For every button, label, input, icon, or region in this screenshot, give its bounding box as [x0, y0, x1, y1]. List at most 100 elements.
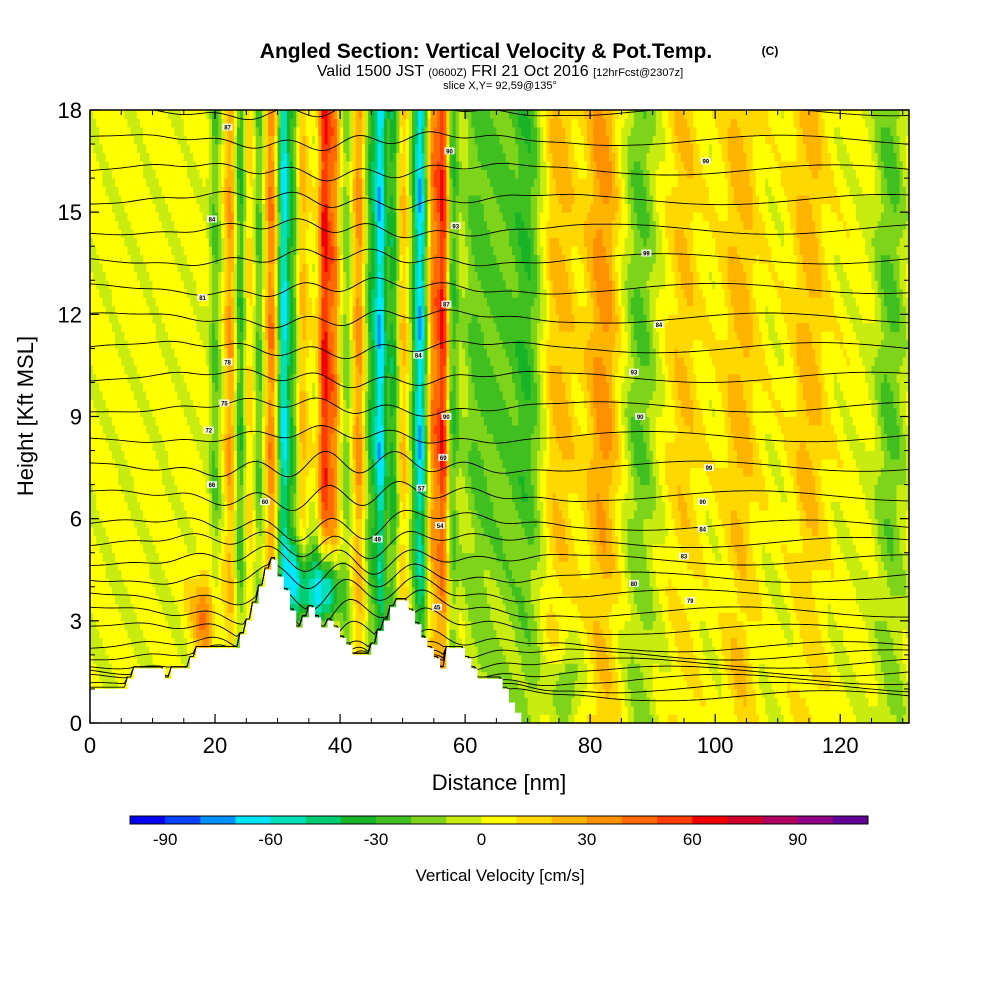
- field-cell: [646, 280, 650, 290]
- field-cell: [815, 425, 819, 503]
- field-cell: [618, 178, 622, 230]
- field-cell: [449, 433, 454, 579]
- field-cell: [418, 510, 422, 537]
- field-cell: [793, 161, 797, 256]
- field-cell: [330, 544, 335, 554]
- field-cell: [646, 152, 650, 170]
- field-cell: [740, 578, 744, 613]
- field-cell: [421, 544, 425, 596]
- field-cell: [90, 110, 94, 145]
- field-cell: [549, 118, 554, 153]
- field-cell: [640, 620, 644, 673]
- field-cell: [905, 135, 909, 170]
- field-cell: [780, 186, 785, 222]
- field-cell: [299, 314, 303, 392]
- field-cell: [324, 331, 328, 400]
- field-cell: [190, 578, 194, 596]
- field-cell: [880, 254, 885, 290]
- field-cell: [787, 339, 791, 417]
- field-cell: [846, 697, 851, 723]
- field-cell: [521, 671, 525, 690]
- field-cell: [230, 212, 235, 230]
- field-cell: [824, 331, 829, 392]
- field-cell: [896, 169, 901, 205]
- field-cell: [883, 254, 888, 307]
- field-cell: [837, 195, 841, 222]
- colorbar-swatch: [727, 816, 763, 824]
- field-cell: [674, 425, 679, 434]
- field-cell: [286, 365, 291, 400]
- field-cell: [790, 595, 794, 630]
- field-cell: [865, 195, 869, 256]
- field-cell: [633, 110, 638, 162]
- field-cell: [890, 203, 894, 264]
- field-cell: [352, 178, 357, 213]
- field-cell: [630, 518, 635, 588]
- field-cell: [168, 467, 172, 503]
- isentrope-line: [90, 13, 909, 32]
- field-cell: [411, 263, 416, 341]
- field-cell: [324, 510, 328, 528]
- field-cell: [411, 212, 416, 264]
- contour-label-bg: [628, 368, 639, 376]
- field-cell: [433, 425, 438, 434]
- field-cell: [752, 135, 757, 170]
- field-cell: [455, 161, 460, 196]
- field-cell: [605, 578, 610, 656]
- field-cell: [502, 399, 507, 468]
- field-cell: [730, 186, 735, 247]
- field-cell: [852, 297, 857, 332]
- field-cell: [355, 297, 360, 366]
- field-cell: [837, 339, 841, 383]
- field-cell: [571, 314, 575, 332]
- field-cell: [493, 110, 497, 128]
- y-tick-label: 6: [70, 507, 82, 532]
- field-cell: [286, 237, 291, 281]
- field-cell: [308, 339, 313, 426]
- field-cell: [512, 382, 516, 426]
- field-cell: [780, 552, 785, 596]
- field-cell: [683, 501, 688, 528]
- field-cell: [902, 110, 907, 188]
- field-cell: [818, 169, 822, 264]
- field-cell: [152, 322, 157, 417]
- field-cell: [637, 476, 641, 613]
- field-cell: [236, 127, 241, 170]
- field-cell: [396, 280, 400, 366]
- field-cell: [627, 569, 632, 605]
- field-cell: [421, 280, 425, 315]
- field-cell: [758, 688, 763, 723]
- field-cell: [236, 603, 241, 639]
- field-cell: [833, 127, 838, 145]
- field-cell: [477, 280, 482, 324]
- field-cell: [140, 544, 144, 630]
- field-cell: [486, 229, 491, 307]
- field-cell: [308, 561, 313, 571]
- field-cell: [518, 688, 522, 723]
- field-cell: [765, 450, 769, 494]
- field-cell: [587, 467, 591, 511]
- field-cell: [665, 484, 669, 528]
- field-cell: [749, 442, 754, 477]
- field-cell: [168, 373, 172, 468]
- field-cell: [502, 603, 507, 656]
- field-cell: [633, 467, 638, 503]
- field-cell: [271, 348, 275, 392]
- field-cell: [796, 322, 800, 366]
- field-cell: [852, 671, 857, 715]
- field-cell: [846, 152, 851, 188]
- field-cell: [883, 110, 888, 128]
- field-cell: [868, 399, 872, 451]
- field-cell: [871, 118, 876, 162]
- field-cell: [721, 612, 725, 656]
- field-cell: [530, 229, 535, 307]
- field-cell: [733, 331, 738, 375]
- field-cell: [621, 552, 625, 630]
- field-cell: [199, 629, 203, 639]
- field-cell: [674, 314, 679, 349]
- field-cell: [105, 578, 110, 656]
- field-cell: [296, 314, 300, 383]
- field-cell: [562, 595, 566, 656]
- field-cell: [315, 110, 319, 128]
- field-cell: [837, 501, 841, 545]
